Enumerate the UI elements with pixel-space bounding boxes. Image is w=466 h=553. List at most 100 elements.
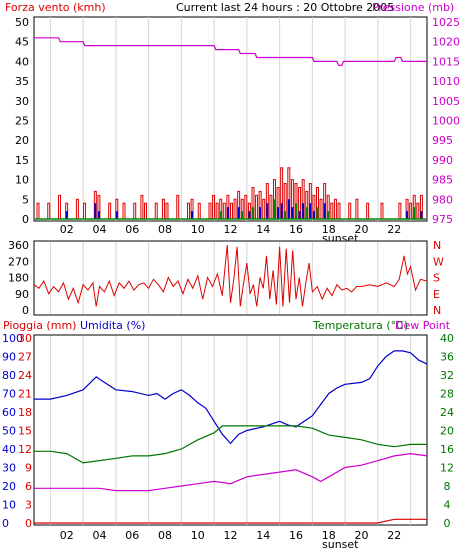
pressure-y-tick: 1000: [432, 115, 460, 128]
x-tick-label: 22: [387, 529, 401, 542]
x-tick-label: 14: [256, 529, 270, 542]
x-tick-label: 12: [224, 223, 238, 236]
temperature-y-tick: 16: [440, 443, 454, 456]
wind-y-tick: 35: [15, 75, 29, 88]
direction-y-tick: 180: [8, 272, 29, 285]
humidity-line: [34, 350, 428, 445]
pressure-y-tick: 995: [432, 134, 453, 147]
x-tick-label: 02: [60, 223, 74, 236]
humidity-y-tick: 6: [25, 480, 32, 493]
pressure-y-tick: 1005: [432, 95, 460, 108]
rain-y-tick: 90: [2, 351, 16, 364]
temperature-line: [34, 425, 427, 464]
gust-bar: [280, 203, 283, 219]
gust-bar: [323, 203, 326, 219]
temperature-axis-title: Temperatura (°C): [312, 319, 408, 332]
x-tick-label: 16: [289, 223, 303, 236]
gust-bar: [420, 211, 423, 219]
gust-bar: [277, 207, 280, 219]
gust-bar: [287, 199, 290, 219]
gust-bar: [266, 203, 269, 219]
direction-y-tick: 90: [15, 288, 29, 301]
wind-y-tick: 30: [15, 95, 29, 108]
gust-bar: [191, 211, 194, 219]
temperature-y-tick: 32: [440, 369, 454, 382]
gust-bar: [291, 207, 294, 219]
rain-y-tick: 10: [2, 499, 16, 512]
pressure-y-tick: 1025: [432, 16, 460, 29]
rain-y-tick: 70: [2, 388, 16, 401]
compass-tick: N: [433, 239, 441, 252]
gust-bar: [305, 207, 308, 219]
x-tick-label: 22: [387, 223, 401, 236]
humidity-y-tick: 0: [25, 517, 32, 530]
sunset-label-bottom: sunset: [322, 538, 359, 551]
pressure-y-tick: 975: [432, 213, 453, 226]
humidity-y-tick: 27: [18, 351, 32, 364]
humidity-y-tick: 24: [18, 369, 32, 382]
rain-y-tick: 100: [2, 332, 23, 345]
humidity-axis-title: Umidita (%): [80, 319, 145, 332]
x-tick-label: 12: [224, 529, 238, 542]
wind-plot-frame: [33, 16, 428, 222]
gust-bar: [97, 211, 100, 219]
gust-bar: [219, 211, 222, 219]
direction-y-tick: 0: [22, 304, 29, 317]
wind-y-tick: 50: [15, 16, 29, 29]
gust-bar: [298, 211, 301, 219]
wind-axis-title: Forza vento (kmh): [5, 1, 106, 14]
chart-date-title: Current last 24 hours : 20 Ottobre 2005: [176, 1, 394, 14]
x-tick-label: 16: [289, 529, 303, 542]
direction-y-tick: 360: [8, 239, 29, 252]
x-tick-label: 20: [355, 223, 369, 236]
pressure-y-tick: 1020: [432, 36, 460, 49]
x-tick-label: 06: [125, 529, 139, 542]
gust-bar: [302, 203, 305, 219]
gust-bar: [94, 203, 97, 219]
wind-pressure-panel: Forza vento (kmh) Current last 24 hours …: [5, 1, 460, 245]
humidity-y-tick: 30: [18, 332, 32, 345]
gust-bar: [241, 211, 244, 219]
pressure-axis-title: Pressione (mb): [372, 1, 454, 14]
gust-bar: [312, 211, 315, 219]
temperature-y-tick: 8: [444, 480, 451, 493]
wind-y-tick: 10: [15, 174, 29, 187]
pressure-y-tick: 990: [432, 154, 453, 167]
rain-axis-title: Pioggia (mm): [3, 319, 76, 332]
x-tick-label: 04: [93, 223, 107, 236]
gust-bar: [248, 211, 251, 219]
direction-y-tick: 270: [8, 255, 29, 268]
x-tick-label: 02: [60, 529, 74, 542]
gust-bar: [226, 207, 229, 219]
compass-tick: S: [433, 272, 440, 285]
humidity-y-tick: 21: [18, 388, 32, 401]
temperature-y-tick: 24: [440, 406, 454, 419]
dewpoint-line: [34, 452, 428, 492]
compass-tick: W: [433, 255, 444, 268]
compass-tick: N: [433, 304, 441, 317]
direction-plot-frame: [33, 240, 428, 316]
gust-bar: [316, 207, 319, 219]
temperature-y-tick: 20: [440, 425, 454, 438]
humidity-y-tick: 3: [25, 499, 32, 512]
rain-y-tick: 40: [2, 443, 16, 456]
rain-y-tick: 20: [2, 480, 16, 493]
pressure-y-tick: 980: [432, 193, 453, 206]
x-tick-label: 10: [191, 223, 205, 236]
temperature-y-tick: 0: [444, 517, 451, 530]
x-tick-label: 08: [158, 529, 172, 542]
wind-y-tick: 45: [15, 36, 29, 49]
rain-y-tick: 50: [2, 425, 16, 438]
compass-tick: E: [433, 288, 440, 301]
rain-y-tick: 80: [2, 369, 16, 382]
wind-y-tick: 20: [15, 134, 29, 147]
gust-bar: [259, 207, 262, 219]
x-tick-label: 18: [322, 529, 336, 542]
wind-y-tick: 0: [22, 213, 29, 226]
x-tick-label: 20: [355, 529, 369, 542]
temperature-y-tick: 12: [440, 462, 454, 475]
x-tick-label: 08: [158, 223, 172, 236]
rain-y-tick: 60: [2, 406, 16, 419]
